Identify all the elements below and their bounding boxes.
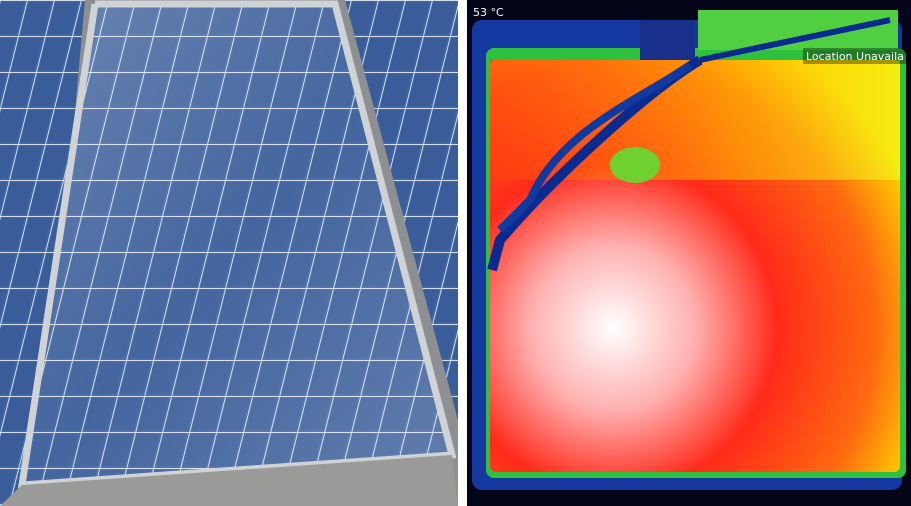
location-label: Location Unavaila — [806, 50, 904, 63]
cable — [497, 61, 693, 233]
roof-edge — [0, 455, 458, 506]
temperature-label: 53 °C — [473, 6, 504, 19]
location-backdrop — [803, 48, 911, 64]
cable — [699, 17, 891, 63]
right-panel — [345, 0, 458, 420]
solar-panel-photo — [0, 0, 458, 506]
cool-spot — [610, 147, 660, 183]
junction-box — [698, 10, 898, 50]
junction-cool — [640, 20, 695, 60]
glare — [22, 4, 452, 485]
thermal-photo: 53 °C Location Unavaila — [467, 0, 911, 506]
left-panel — [0, 0, 85, 506]
